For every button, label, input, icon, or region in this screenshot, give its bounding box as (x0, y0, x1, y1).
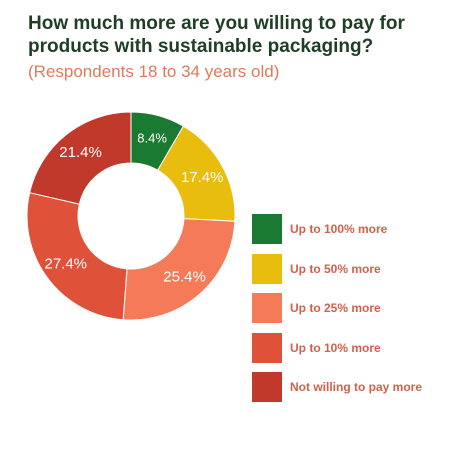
legend-label: Up to 10% more (290, 340, 381, 355)
slice-label-up-to-25-more: 25.4% (163, 268, 206, 285)
chart-title: How much more are you willing to pay for… (28, 13, 405, 57)
slice-label-not-willing-to-pay-more: 21.4% (59, 144, 102, 161)
legend-label: Up to 25% more (290, 301, 381, 315)
legend-item-not-willing: Not willing to pay more (252, 372, 422, 402)
legend-swatch (252, 293, 282, 323)
legend-swatch (252, 372, 282, 402)
legend-swatch (252, 253, 282, 284)
slices-group (26, 111, 236, 321)
legend-item-up-to-100: Up to 100% more (252, 214, 422, 244)
legend-swatch (252, 214, 282, 244)
legend-item-up-to-50: Up to 50% more (252, 253, 422, 284)
chart-subtitle: (Respondents 18 to 34 years old) (28, 62, 280, 81)
legend-label: Up to 100% more (290, 222, 388, 236)
slice-labels-group: 8.4% 17.4% 25.4% 27.4% 21.4% (44, 130, 223, 285)
legend-item-up-to-25: Up to 25% more (252, 293, 422, 323)
legend-label: Up to 50% more (290, 261, 381, 276)
slice-label-up-to-10-more: 27.4% (44, 256, 87, 273)
slice-not-willing-to-pay-more (29, 111, 132, 205)
legend-label: Not willing to pay more (290, 380, 423, 394)
slice-label-up-to-50-more: 17.4% (181, 169, 224, 186)
legend-item-up-to-10: Up to 10% more (252, 332, 422, 363)
legend-swatch (252, 332, 282, 363)
legend: Up to 100% more Up to 50% more Up to 25%… (252, 214, 422, 412)
slice-label-up-to-100-more: 8.4% (137, 130, 167, 145)
slice-up-to-25-more (122, 218, 236, 321)
slice-up-to-10-more (26, 192, 128, 321)
